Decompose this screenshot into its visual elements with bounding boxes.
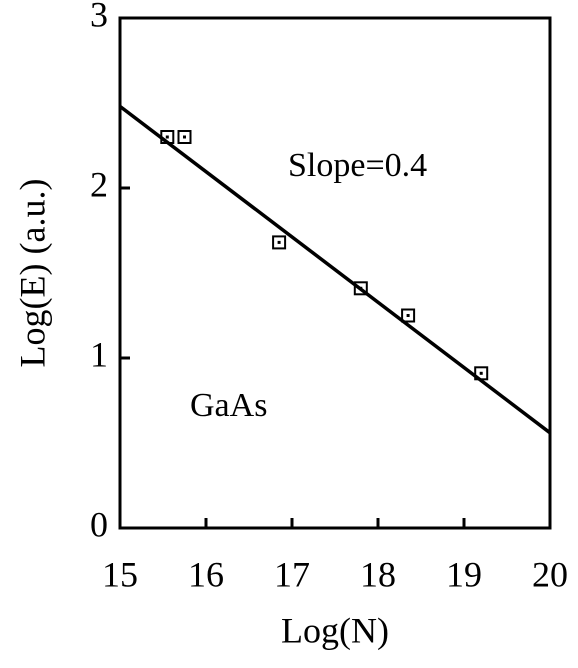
x-tick-label: 20 <box>532 554 568 594</box>
x-tick-label: 18 <box>360 554 396 594</box>
marker <box>177 130 192 144</box>
x-tick-label: 17 <box>274 554 310 594</box>
x-tick-label: 15 <box>102 554 138 594</box>
y-tick-label: 1 <box>90 334 108 374</box>
y-tick-label: 0 <box>90 504 108 544</box>
x-axis-label: Log(N) <box>281 610 389 650</box>
marker-dot <box>183 135 186 139</box>
marker <box>272 235 287 250</box>
fit-line <box>118 105 552 435</box>
y-tick-label: 2 <box>90 164 108 204</box>
marker-dot <box>479 371 483 375</box>
annotation: Slope=0.4 <box>288 147 427 184</box>
marker-dot <box>165 135 169 139</box>
marker <box>353 281 368 296</box>
x-tick-label: 19 <box>446 554 482 594</box>
plot-frame <box>118 16 552 530</box>
y-axis-label: Log(E) (a.u.) <box>12 179 52 368</box>
marker-dot <box>406 314 410 317</box>
annotation: GaAs <box>190 387 267 424</box>
x-tick-label: 16 <box>188 554 224 594</box>
marker-dot <box>277 240 281 244</box>
marker <box>401 308 416 323</box>
y-tick-label: 3 <box>90 0 108 34</box>
